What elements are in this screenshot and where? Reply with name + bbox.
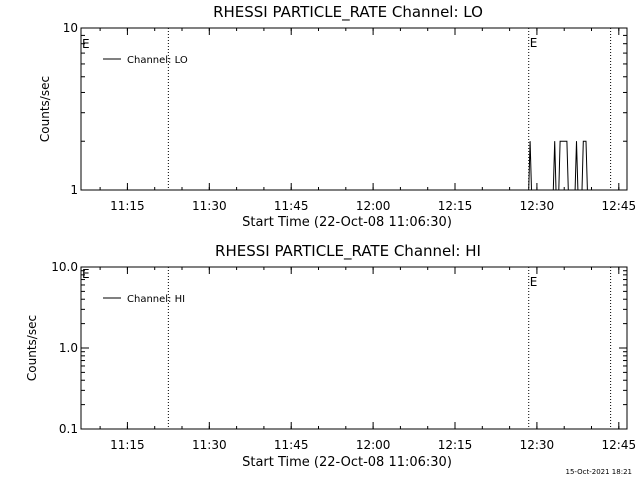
hi-x-axis-label: Start Time (22-Oct-08 11:06:30) (242, 455, 452, 470)
y-tick-label: 1.0 (59, 341, 78, 355)
lo-channel-panel: RHESSI PARTICLE_RATE Channel: LO E 1 10 1… (38, 3, 636, 230)
x-tick-label: 12:00 (356, 199, 391, 213)
lo-x-axis-label: Start Time (22-Oct-08 11:06:30) (242, 215, 452, 230)
lo-x-axis: 11:15 11:30 11:45 12:00 12:15 12:30 12:45 (99, 28, 637, 213)
lo-left-marker-label: E (82, 37, 90, 51)
y-tick-label: 10.0 (51, 260, 78, 274)
x-tick-label: 12:15 (438, 438, 473, 452)
lo-plot-frame (80, 27, 628, 191)
hi-x-axis: 11:15 11:30 11:45 12:00 12:15 12:30 12:45 (99, 267, 637, 452)
lo-chart-title: RHESSI PARTICLE_RATE Channel: LO (213, 3, 483, 22)
hi-channel-panel: RHESSI PARTICLE_RATE Channel: HI E 0.1 1.… (25, 242, 636, 470)
lo-legend-label: Channel: LO (127, 55, 188, 66)
lo-series-line (528, 140, 588, 191)
event-marker-label: E (530, 275, 538, 289)
x-tick-label: 12:30 (520, 438, 555, 452)
hi-left-marker-label: E (82, 267, 90, 281)
event-marker-label: E (530, 36, 538, 50)
footer-timestamp: 15-Oct-2021 18:21 (565, 468, 632, 476)
x-tick-label: 11:30 (192, 438, 227, 452)
x-tick-label: 11:30 (192, 199, 227, 213)
hi-event-markers: E (167, 267, 612, 429)
y-tick-label: 10 (63, 21, 78, 35)
x-tick-label: 11:15 (110, 199, 145, 213)
hi-legend-label: Channel: HI (127, 294, 185, 305)
x-tick-label: 11:45 (274, 438, 309, 452)
hi-y-axis-label: Counts/sec (25, 315, 39, 381)
x-tick-label: 12:45 (602, 438, 637, 452)
lo-y-axis-label: Counts/sec (38, 76, 52, 142)
x-tick-label: 12:45 (602, 199, 637, 213)
x-tick-label: 12:30 (520, 199, 555, 213)
x-tick-label: 12:15 (438, 199, 473, 213)
y-tick-label: 0.1 (59, 422, 78, 436)
lo-y-axis: 1 10 (63, 21, 627, 197)
x-tick-label: 11:15 (110, 438, 145, 452)
hi-chart-title: RHESSI PARTICLE_RATE Channel: HI (215, 242, 481, 261)
x-tick-label: 12:00 (356, 438, 391, 452)
hi-y-axis: 0.1 1.0 10.0 (51, 260, 627, 436)
y-tick-label: 1 (70, 183, 78, 197)
lo-event-markers: E (167, 28, 612, 190)
x-tick-label: 11:45 (274, 199, 309, 213)
